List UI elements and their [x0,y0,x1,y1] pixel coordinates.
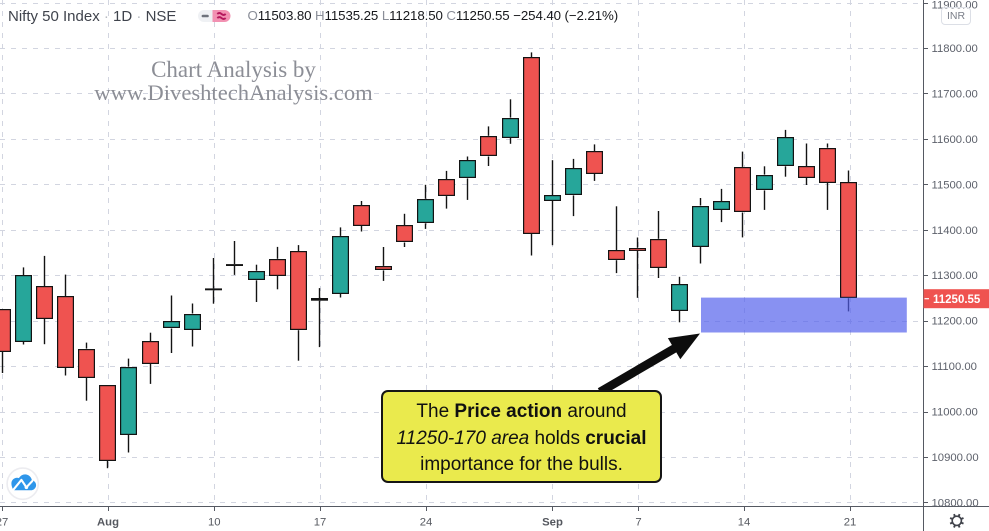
svg-text:11800.00: 11800.00 [932,43,978,55]
svg-text:11200.00: 11200.00 [932,316,978,328]
svg-text:21: 21 [844,516,857,528]
svg-text:11500.00: 11500.00 [932,179,978,191]
svg-text:24: 24 [420,516,433,528]
svg-text:11900.00: 11900.00 [932,0,978,12]
svg-text:14: 14 [738,516,751,528]
svg-text:11700.00: 11700.00 [932,89,978,101]
svg-text:10800.00: 10800.00 [932,497,979,509]
svg-text:11250.55: 11250.55 [933,294,981,306]
svg-text:27: 27 [0,516,8,528]
svg-text:11100.00: 11100.00 [932,361,977,373]
svg-text:11600.00: 11600.00 [932,134,978,146]
svg-text:Aug: Aug [97,516,119,528]
svg-text:10: 10 [208,516,221,528]
svg-text:10900.00: 10900.00 [932,452,979,464]
svg-text:11300.00: 11300.00 [932,270,978,282]
svg-text:11000.00: 11000.00 [932,407,978,419]
svg-text:17: 17 [314,516,327,528]
svg-text:11400.00: 11400.00 [932,225,978,237]
svg-text:7: 7 [635,516,641,528]
svg-text:Sep: Sep [542,516,563,528]
